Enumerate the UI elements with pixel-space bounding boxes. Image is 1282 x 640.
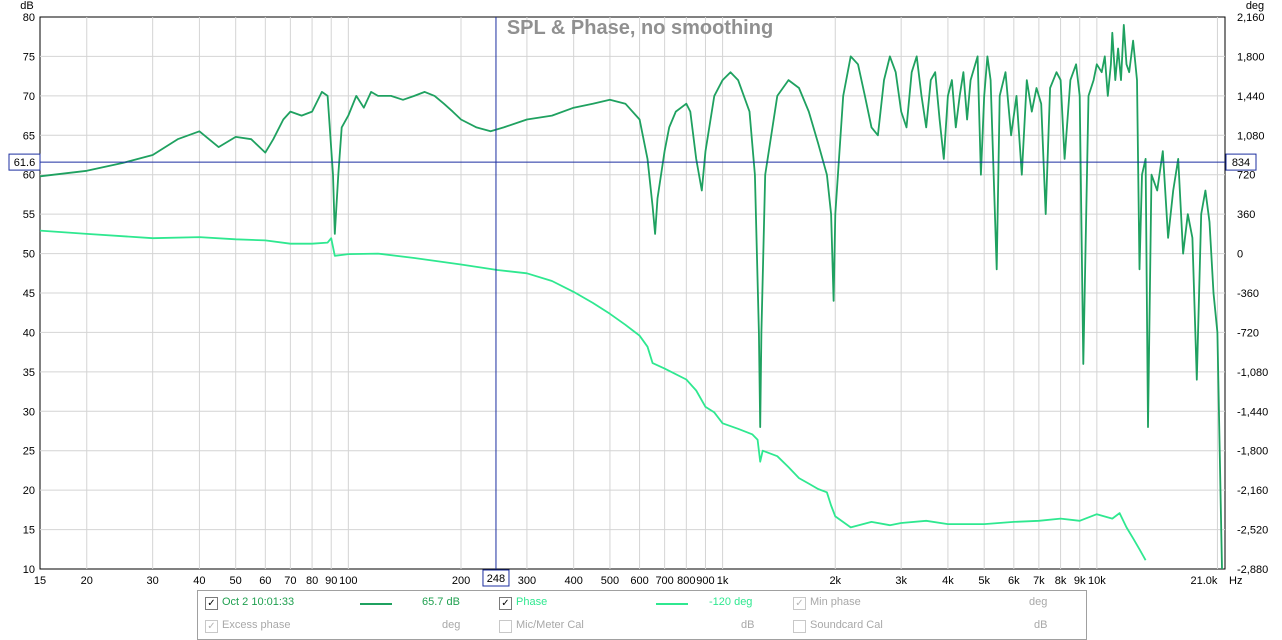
x-tick-label: 30 (147, 575, 159, 587)
soundcard-cal-unit: dB (1034, 619, 1048, 631)
y-right-unit: deg (1246, 0, 1264, 12)
x-tick-label: 400 (564, 575, 582, 587)
x-tick-label: 10k (1088, 575, 1106, 587)
y-left-tick-label: 15 (23, 525, 35, 537)
x-tick-label: 60 (259, 575, 271, 587)
y-left-tick-label: 65 (23, 130, 35, 142)
legend-row-2: ✓ Excess phase deg Mic/Meter Cal dB Soun… (198, 615, 1086, 637)
y-left-tick-label: 40 (23, 327, 35, 339)
y-right-tick-label: -1,080 (1237, 367, 1268, 379)
excess-phase-label: Excess phase (222, 619, 291, 631)
x-tick-label: 80 (306, 575, 318, 587)
mic-meter-cal-label: Mic/Meter Cal (516, 619, 584, 631)
measurement-checkbox[interactable]: ✓ (205, 597, 218, 610)
y-right-tick-label: 1,080 (1237, 130, 1265, 142)
cursor-y-right-readout: 834 (1232, 157, 1250, 169)
soundcard-cal-checkbox[interactable] (793, 620, 806, 633)
y-left-tick-label: 35 (23, 367, 35, 379)
series-line-1 (39, 24, 1223, 570)
measurement-label: Oct 2 10:01:33 (222, 596, 295, 608)
x-tick-label: 200 (452, 575, 470, 587)
phase-checkbox[interactable]: ✓ (499, 597, 512, 610)
phase-swatch (656, 603, 688, 605)
y-right-tick-label: 720 (1237, 170, 1255, 182)
y-right-tick-label: 2,160 (1237, 12, 1265, 24)
cursor-y-left-readout: 61.6 (14, 157, 35, 169)
y-left-tick-label: 80 (23, 12, 35, 24)
cursor-crosshair[interactable]: 248 61.6 834 (8, 17, 1257, 587)
y-right-tick-label: -720 (1237, 327, 1259, 339)
excess-phase-unit: deg (442, 619, 461, 631)
cursor-x-readout-box (482, 569, 510, 587)
y-left-tick-label: 20 (23, 485, 35, 497)
x-tick-label: 100 (339, 575, 357, 587)
x-tick-label: 7k (1033, 575, 1045, 587)
x-tick-label: 600 (630, 575, 648, 587)
x-tick-label: 300 (518, 575, 536, 587)
series-line-2 (39, 229, 1147, 561)
y-right-tick-label: -1,440 (1237, 406, 1268, 418)
x-tick-label: 50 (230, 575, 242, 587)
x-tick-label: 3k (895, 575, 907, 587)
x-tick-label: 21.0k (1191, 575, 1218, 587)
x-tick-label: 4k (942, 575, 954, 587)
cursor-x-readout: 248 (487, 573, 505, 585)
min-phase-checkbox[interactable]: ✓ (793, 597, 806, 610)
x-tick-label: 500 (601, 575, 619, 587)
grid-lines (39, 16, 1226, 570)
min-phase-label: Min phase (810, 596, 861, 608)
y-left-tick-label: 25 (23, 446, 35, 458)
x-tick-label: 8k (1055, 575, 1067, 587)
y-left-tick-label: 70 (23, 91, 35, 103)
y-left-tick-label: 55 (23, 209, 35, 221)
legend-row-1: ✓ Oct 2 10:01:33 65.7 dB ✓ Phase -120 de… (198, 592, 1086, 614)
axes-layer: 15 20 30 40 50 60 70 80 90 100 200 300 400 500 600 700 8… (20, 0, 1268, 587)
y-left-tick-label: 10 (23, 564, 35, 576)
x-tick-label: 20 (81, 575, 93, 587)
measurement-value: 65.7 dB (422, 596, 460, 608)
phase-label: Phase (516, 596, 548, 608)
y-left-tick-label: 50 (23, 249, 35, 261)
x-tick-label: 1k (717, 575, 729, 587)
x-tick-label: 800 (677, 575, 695, 587)
chart-title: SPL & Phase, no smoothing (507, 17, 773, 39)
soundcard-cal-label: Soundcard Cal (810, 619, 883, 631)
y-right-tick-label: -1,800 (1237, 446, 1268, 458)
y-left-tick-label: 60 (23, 170, 35, 182)
x-tick-label: 900 (696, 575, 714, 587)
x-tick-label: 6k (1008, 575, 1020, 587)
y-right-tick-label: 360 (1237, 209, 1255, 221)
y-right-tick-label: -2,160 (1237, 485, 1268, 497)
y-right-tick-label: 0 (1237, 249, 1243, 261)
y-left-tick-label: 75 (23, 51, 35, 63)
excess-phase-checkbox[interactable]: ✓ (205, 620, 218, 633)
y-left-tick-label: 30 (23, 406, 35, 418)
mic-meter-cal-unit: dB (741, 619, 755, 631)
cursor-y-right-readout-box (1225, 153, 1257, 171)
y-right-tick-label: 1,440 (1237, 91, 1265, 103)
x-tick-label: 70 (284, 575, 296, 587)
measurement-swatch (360, 603, 392, 605)
y-left-tick-label: 45 (23, 288, 35, 300)
x-tick-label: 40 (193, 575, 205, 587)
x-tick-label: 90 (325, 575, 337, 587)
x-tick-label: 15 (34, 575, 46, 587)
cursor-y-left-readout-box (8, 153, 41, 171)
series-layer (39, 24, 1223, 570)
y-left-unit: dB (20, 0, 33, 12)
x-unit-label: Hz (1229, 575, 1242, 587)
y-right-tick-label: 1,800 (1237, 51, 1265, 63)
y-right-tick-label: -360 (1237, 288, 1259, 300)
x-tick-label: 9k (1074, 575, 1086, 587)
mic-meter-cal-checkbox[interactable] (499, 620, 512, 633)
x-tick-label: 5k (978, 575, 990, 587)
x-tick-label: 2k (829, 575, 841, 587)
phase-value: -120 deg (709, 596, 753, 608)
x-tick-label: 700 (655, 575, 673, 587)
y-right-tick-label: -2,520 (1237, 525, 1268, 537)
legend-panel: ✓ Oct 2 10:01:33 65.7 dB ✓ Phase -120 de… (197, 590, 1087, 640)
y-right-tick-label: -2,880 (1237, 564, 1268, 576)
min-phase-unit: deg (1029, 596, 1048, 608)
